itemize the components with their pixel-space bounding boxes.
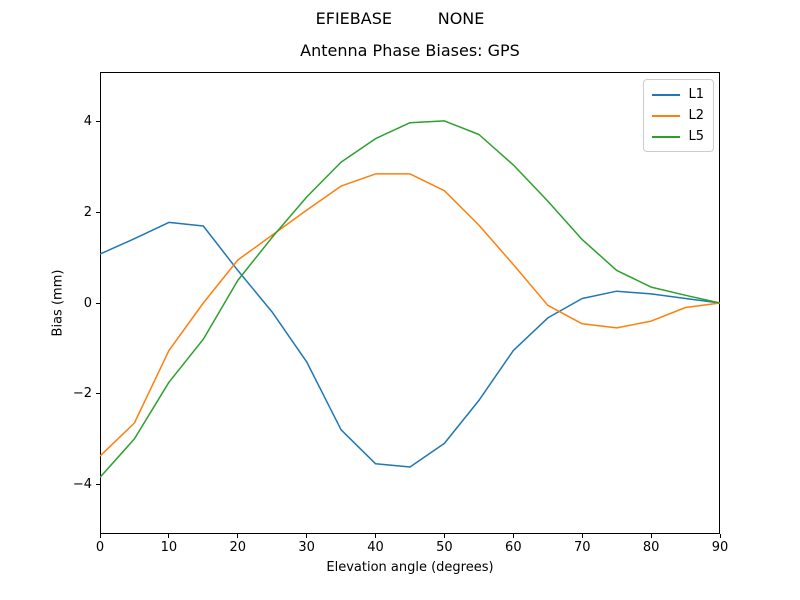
legend-item-l5: L5 bbox=[652, 126, 704, 147]
x-tick-label: 80 bbox=[642, 540, 660, 555]
legend-label-l5: L5 bbox=[688, 129, 704, 144]
x-tick-label: 60 bbox=[505, 540, 522, 555]
x-tick-label: 10 bbox=[160, 540, 178, 555]
y-tick-mark bbox=[96, 302, 100, 304]
legend-item-l2: L2 bbox=[652, 105, 704, 126]
y-tick-label: 2 bbox=[83, 204, 92, 220]
x-tick-label: 0 bbox=[95, 540, 105, 555]
x-tick-mark bbox=[99, 534, 101, 538]
legend-line-swatch-l1 bbox=[652, 93, 681, 96]
y-tick-mark bbox=[96, 483, 100, 485]
chart-title: Antenna Phase Biases: GPS bbox=[300, 41, 520, 60]
x-tick-mark bbox=[719, 534, 721, 538]
x-tick-label: 30 bbox=[298, 540, 315, 555]
y-tick-label: −2 bbox=[72, 386, 92, 402]
x-tick-label: 40 bbox=[367, 540, 384, 555]
y-tick-mark bbox=[96, 393, 100, 395]
legend-line-swatch-l2 bbox=[652, 114, 681, 117]
legend-item-l1: L1 bbox=[652, 84, 704, 105]
x-tick-mark bbox=[512, 534, 514, 538]
x-tick-mark bbox=[306, 534, 308, 538]
legend: L1 L2 L5 bbox=[643, 79, 714, 152]
legend-line-swatch-l5 bbox=[652, 135, 681, 138]
x-tick-mark bbox=[581, 534, 583, 538]
y-tick-label: 4 bbox=[83, 114, 92, 130]
x-tick-label: 70 bbox=[573, 540, 591, 555]
series-line-l2 bbox=[100, 173, 720, 457]
x-tick-mark bbox=[168, 534, 170, 538]
x-tick-label: 20 bbox=[229, 540, 247, 555]
y-tick-mark bbox=[96, 121, 100, 123]
legend-label-l2: L2 bbox=[688, 108, 704, 123]
y-tick-label: 0 bbox=[83, 295, 92, 311]
x-tick-label: 90 bbox=[711, 540, 729, 555]
x-tick-mark bbox=[375, 534, 377, 538]
x-tick-mark bbox=[237, 534, 239, 538]
x-tick-mark bbox=[443, 534, 445, 538]
series-line-l5 bbox=[100, 120, 720, 478]
figure-suptitle: EFIEBASE NONE bbox=[315, 9, 485, 28]
chart-canvas bbox=[100, 72, 720, 534]
plot-area: L1 L2 L5 bbox=[100, 72, 720, 534]
y-tick-label: −4 bbox=[72, 476, 92, 492]
legend-label-l1: L1 bbox=[688, 87, 704, 102]
x-axis-label: Elevation angle (degrees) bbox=[326, 560, 494, 575]
x-tick-label: 50 bbox=[436, 540, 453, 555]
y-tick-mark bbox=[96, 211, 100, 213]
series-line-l1 bbox=[100, 221, 720, 468]
x-tick-mark bbox=[650, 534, 652, 538]
y-axis-label: Bias (mm) bbox=[50, 269, 66, 337]
